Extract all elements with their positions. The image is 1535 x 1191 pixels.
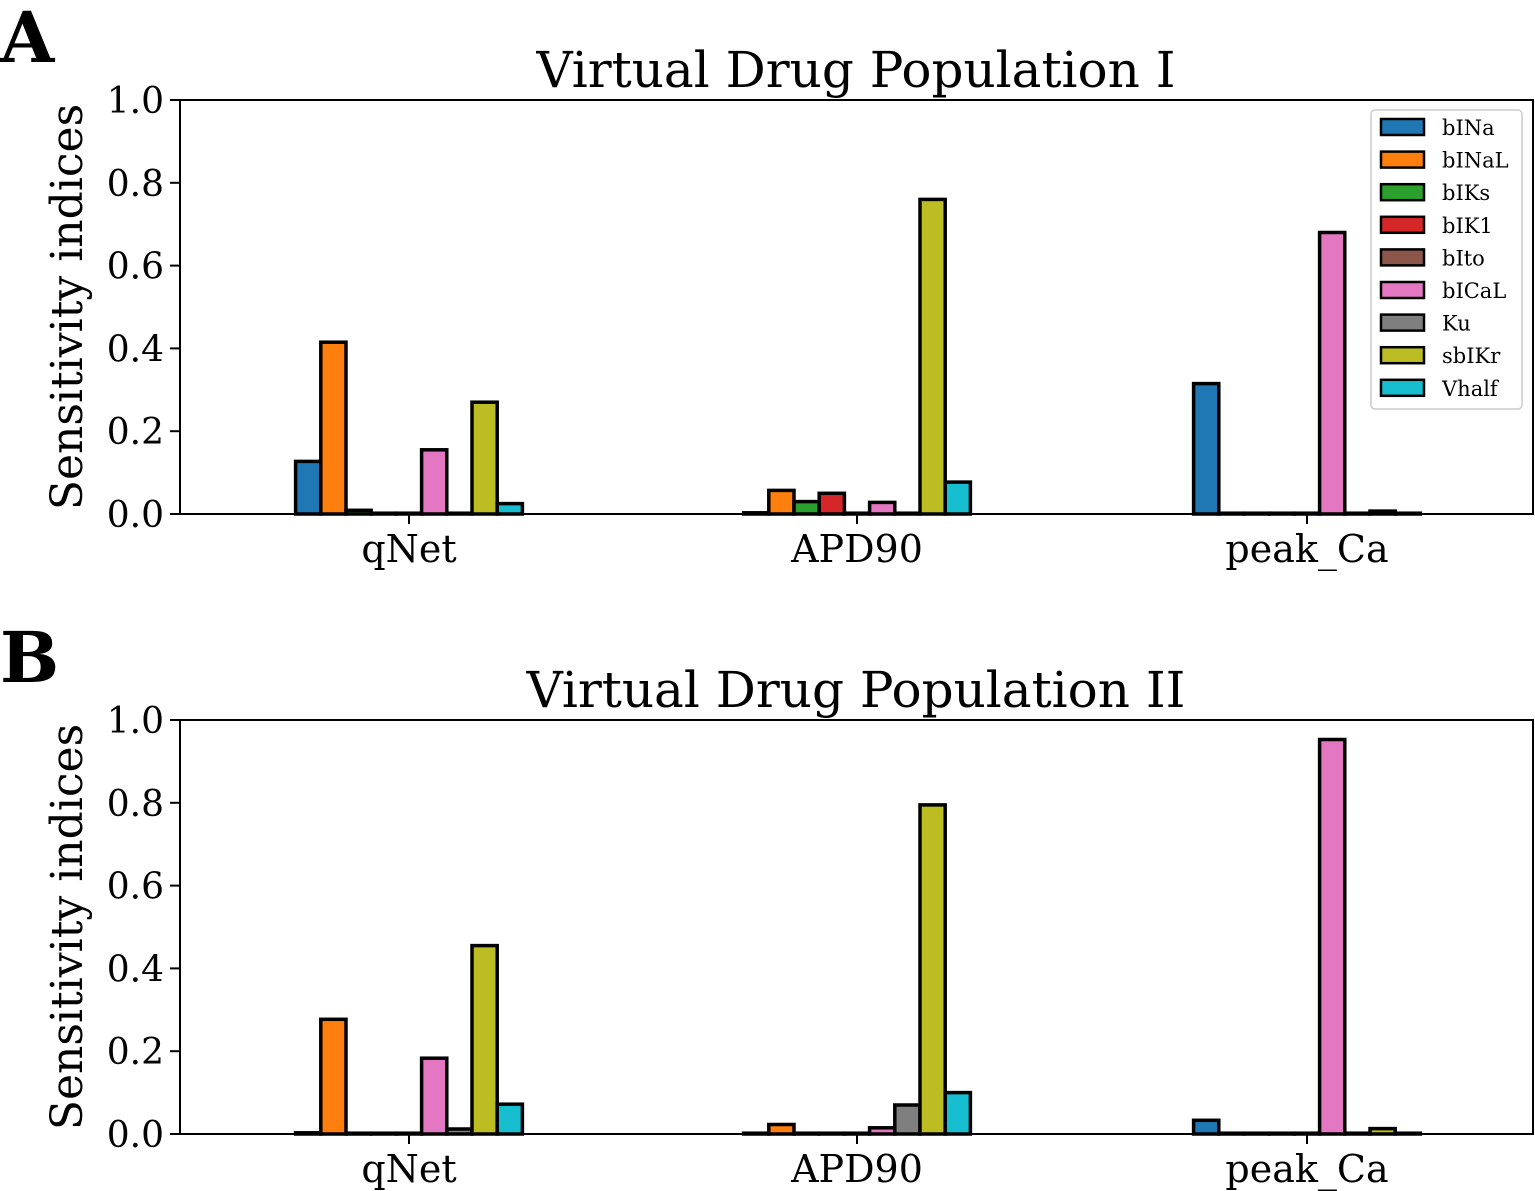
- legend-label-bIK1: bIK1: [1442, 214, 1493, 238]
- chart-title: Virtual Drug Population I: [536, 41, 1176, 99]
- y-tick-label: 0.2: [107, 1032, 164, 1073]
- panel-b: B Virtual Drug Population II Sensitivity…: [0, 616, 1534, 1191]
- legend-label-bIto: bIto: [1442, 246, 1485, 270]
- bar-sbIKr-qNet: [470, 943, 499, 1136]
- bar-bINa-peak_Ca: [1191, 1118, 1221, 1136]
- legend-swatch-Vhalf: [1379, 378, 1426, 398]
- bar-sbIKr-APD90: [918, 197, 947, 516]
- legend-swatch-bINa: [1379, 117, 1426, 137]
- y-tick-label: 0.6: [107, 867, 164, 908]
- chart-title: Virtual Drug Population II: [526, 661, 1186, 719]
- bar-Ku-APD90: [893, 1103, 922, 1136]
- bar-bIK1-APD90: [817, 491, 847, 516]
- y-tick-label: 0.4: [107, 329, 164, 370]
- panel-a: A Virtual Drug Population I Sensitivity …: [0, 0, 1534, 572]
- bars-group: [293, 197, 1423, 516]
- bar-Vhalf-APD90: [943, 480, 973, 516]
- bar-bINaL-qNet: [319, 340, 348, 516]
- legend-label-Ku: Ku: [1442, 312, 1471, 336]
- bar-bINa-qNet: [293, 459, 323, 516]
- y-tick-label: 0.0: [107, 495, 164, 536]
- y-axis-label: Sensitivity indices: [42, 724, 93, 1130]
- x-tick-label: qNet: [361, 1147, 456, 1191]
- x-ticks: qNet APD90 peak_Ca: [361, 514, 1389, 572]
- legend-label-bICaL: bICaL: [1442, 279, 1506, 303]
- bar-Vhalf-APD90: [943, 1090, 973, 1136]
- bar-sbIKr-APD90: [918, 803, 947, 1136]
- bar-sbIKr-qNet: [470, 400, 499, 516]
- y-tick-label: 1.0: [107, 701, 164, 742]
- bar-bICaL-qNet: [419, 448, 449, 516]
- panel-letter: B: [0, 616, 59, 699]
- y-tick-label: 0.8: [107, 164, 164, 205]
- bar-Vhalf-qNet: [495, 1102, 525, 1136]
- bar-Vhalf-qNet: [495, 501, 525, 516]
- y-axis-label: Sensitivity indices: [42, 104, 93, 510]
- y-tick-label: 0.8: [107, 784, 164, 825]
- panel-letter: A: [0, 0, 56, 79]
- x-ticks: qNet APD90 peak_Ca: [361, 1134, 1389, 1191]
- legend-swatch-sbIKr: [1379, 345, 1426, 365]
- y-tick-label: 0.4: [107, 949, 164, 990]
- bar-bINaL-APD90: [767, 488, 796, 516]
- bar-bINaL-APD90: [767, 1122, 796, 1136]
- bar-bINa-peak_Ca: [1191, 381, 1221, 516]
- legend-label-Vhalf: Vhalf: [1441, 377, 1500, 401]
- y-ticks: 0.0 0.2 0.4 0.6 0.8 1.0: [107, 701, 180, 1156]
- legend-label-sbIKr: sbIKr: [1442, 344, 1501, 368]
- y-ticks: 0.0 0.2 0.4 0.6 0.8 1.0: [107, 81, 180, 536]
- y-tick-label: 0.2: [107, 412, 164, 453]
- legend-label-bINa: bINa: [1442, 116, 1495, 140]
- x-tick-label: qNet: [361, 527, 456, 571]
- x-tick-label: APD90: [790, 527, 923, 571]
- legend-swatch-bIK1: [1379, 215, 1426, 235]
- x-tick-label: peak_Ca: [1225, 527, 1388, 572]
- x-tick-label: APD90: [790, 1147, 923, 1191]
- bar-bICaL-qNet: [419, 1056, 449, 1136]
- legend-swatch-bIto: [1379, 248, 1426, 267]
- bar-bICaL-APD90: [867, 500, 897, 516]
- bar-bICaL-peak_Ca: [1317, 737, 1347, 1136]
- legend-swatch-Ku: [1379, 313, 1426, 332]
- bar-bIKs-APD90: [792, 499, 821, 516]
- legend-swatch-bICaL: [1379, 280, 1426, 300]
- legend-swatch-bINaL: [1379, 150, 1426, 169]
- legend-swatch-bIKs: [1379, 182, 1426, 202]
- legend-label-bIKs: bIKs: [1442, 181, 1490, 205]
- legend-label-bINaL: bINaL: [1442, 149, 1509, 173]
- bar-bINaL-qNet: [319, 1017, 348, 1136]
- y-tick-label: 0.6: [107, 247, 164, 288]
- bar-bICaL-peak_Ca: [1317, 230, 1347, 516]
- x-tick-label: peak_Ca: [1225, 1147, 1388, 1191]
- legend: bINa bINaL bIKs bIK1 bIto bICaL Ku sbIKr Vhalf: [1370, 109, 1523, 410]
- y-tick-label: 1.0: [107, 81, 164, 122]
- bars-group: [293, 737, 1423, 1136]
- y-tick-label: 0.0: [107, 1115, 164, 1156]
